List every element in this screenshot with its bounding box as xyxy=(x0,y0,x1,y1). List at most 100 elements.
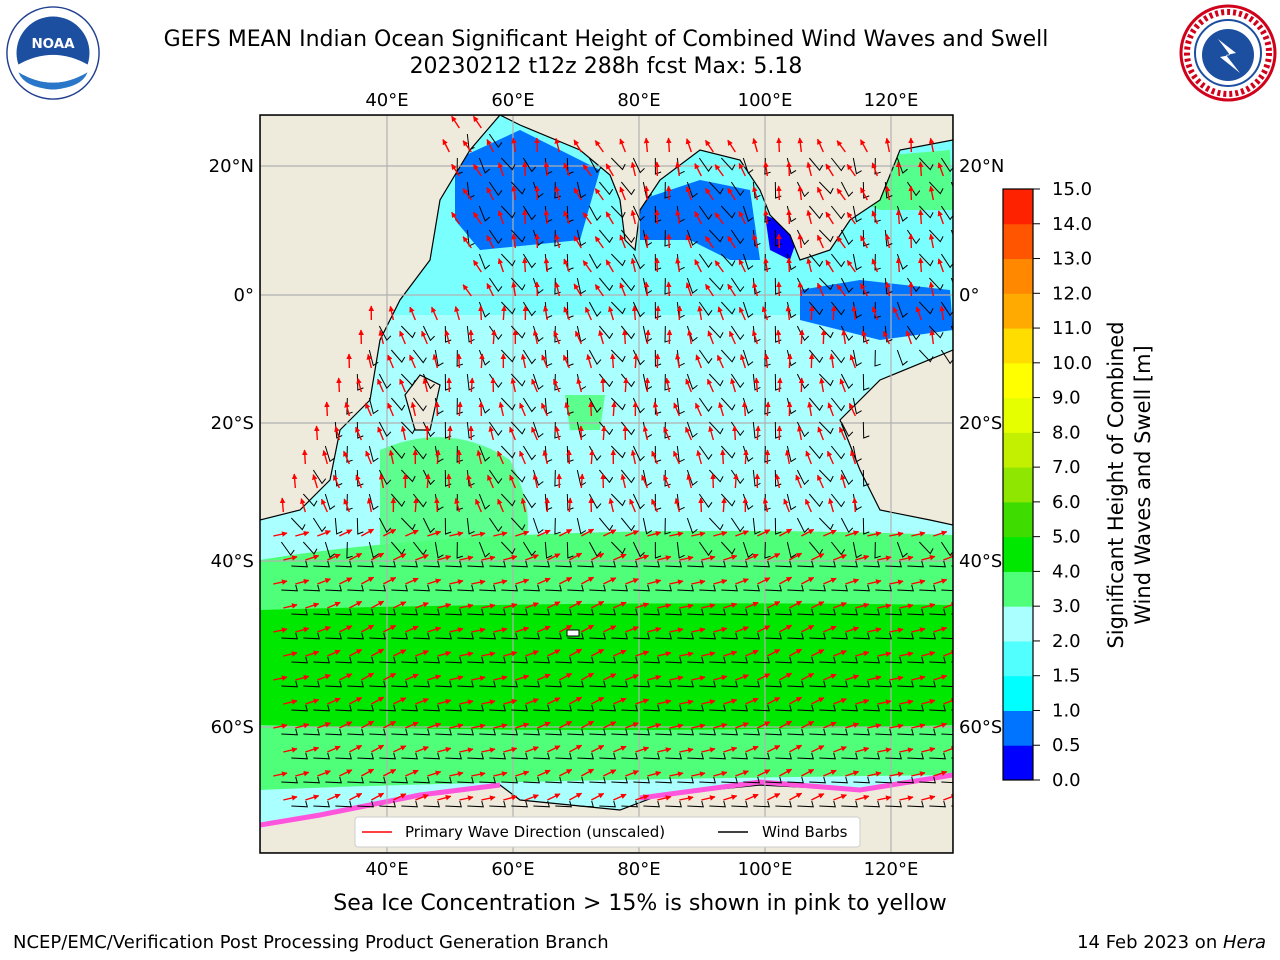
wave-direction-arrow xyxy=(493,675,508,681)
wind-barb xyxy=(391,680,408,688)
wave-direction-arrow xyxy=(776,137,782,153)
wave-direction-arrow xyxy=(339,625,353,633)
wave-direction-arrow xyxy=(370,696,385,705)
wave-direction-arrow xyxy=(889,675,904,681)
wind-barb xyxy=(621,656,638,664)
wave-direction-arrow xyxy=(522,257,528,273)
wave-direction-arrow xyxy=(580,576,595,585)
wave-direction-arrow xyxy=(488,425,495,441)
wave-direction-arrow xyxy=(816,282,824,297)
wind-barb xyxy=(610,205,626,219)
wave-direction-arrow xyxy=(806,257,813,273)
wave-direction-arrow xyxy=(360,768,375,777)
wind-barb xyxy=(511,704,528,712)
wind-barb xyxy=(742,301,754,319)
wave-direction-arrow xyxy=(943,794,953,801)
wind-barb xyxy=(467,704,484,712)
wave-direction-arrow xyxy=(871,306,878,321)
wave-direction-arrow xyxy=(475,498,482,513)
wave-direction-arrow xyxy=(825,259,834,273)
wave-direction-arrow xyxy=(472,115,482,129)
wave-direction-arrow xyxy=(635,650,650,657)
wave-direction-arrow xyxy=(498,401,505,417)
wind-barb xyxy=(522,397,536,413)
wave-direction-arrow xyxy=(360,576,375,585)
wave-direction-arrow xyxy=(799,329,805,345)
wave-direction-arrow xyxy=(449,771,464,777)
lat-label-right: 60°S xyxy=(959,717,1002,738)
wind-barb xyxy=(390,349,406,363)
wave-direction-arrow xyxy=(816,234,824,249)
wave-direction-arrow xyxy=(867,531,882,537)
wave-direction-arrow xyxy=(767,696,781,705)
wind-barb xyxy=(291,704,308,712)
wave-direction-arrow xyxy=(915,306,922,321)
wind-barb xyxy=(422,517,435,534)
wave-direction-arrow xyxy=(735,578,749,585)
wind-barb xyxy=(401,800,418,808)
wind-barb xyxy=(621,608,638,616)
colorbar-tick-label: 0.0 xyxy=(1052,770,1081,791)
wave-direction-arrow xyxy=(573,139,582,153)
wave-direction-arrow xyxy=(859,283,868,297)
wind-barb xyxy=(281,776,298,784)
wind-barb xyxy=(488,181,503,197)
wind-barb xyxy=(642,517,653,535)
wave-direction-arrow xyxy=(783,498,790,513)
wind-barb xyxy=(500,541,516,555)
wave-direction-arrow xyxy=(895,257,902,273)
wave-direction-arrow xyxy=(383,528,397,537)
wind-barb xyxy=(765,776,782,784)
wind-barb xyxy=(489,752,506,760)
wave-direction-arrow xyxy=(591,696,605,705)
wind-barb xyxy=(500,397,516,411)
wave-direction-arrow xyxy=(370,600,385,609)
wave-direction-arrow xyxy=(845,578,860,585)
wave-direction-arrow xyxy=(273,675,288,681)
wave-direction-arrow xyxy=(519,402,526,417)
wave-direction-arrow xyxy=(377,378,384,393)
wind-barb xyxy=(501,632,518,640)
wind-barb xyxy=(501,776,518,784)
wind-barb xyxy=(907,656,924,664)
wind-barb xyxy=(303,584,320,592)
wave-direction-arrow xyxy=(613,553,627,561)
wave-direction-arrow xyxy=(871,210,878,225)
wind-barb xyxy=(435,584,452,592)
wind-barb xyxy=(742,157,754,175)
wind-barb xyxy=(347,680,364,688)
wave-direction-arrow xyxy=(405,721,419,729)
wave-direction-arrow xyxy=(745,553,759,561)
wave-direction-arrow xyxy=(503,698,518,705)
wave-direction-arrow xyxy=(360,624,375,633)
wave-direction-arrow xyxy=(568,552,583,561)
wind-barb xyxy=(818,229,834,243)
wave-direction-arrow xyxy=(943,698,953,705)
wave-direction-arrow xyxy=(476,449,483,465)
wave-direction-arrow xyxy=(462,284,472,297)
wave-direction-arrow xyxy=(704,235,714,249)
wind-barb xyxy=(369,728,386,736)
wind-barb xyxy=(401,752,418,760)
wave-direction-arrow xyxy=(481,603,496,609)
wave-direction-arrow xyxy=(603,721,617,729)
wave-direction-arrow xyxy=(405,625,419,633)
wind-barb xyxy=(500,205,516,219)
wave-direction-arrow xyxy=(487,474,494,489)
wave-direction-arrow xyxy=(845,674,860,681)
wave-direction-arrow xyxy=(393,697,407,705)
wind-barb xyxy=(853,776,870,784)
wind-barb xyxy=(929,752,946,760)
wind-barb xyxy=(281,632,298,640)
wave-direction-arrow xyxy=(283,651,298,657)
wind-barb xyxy=(753,656,770,664)
wind-barb xyxy=(831,680,848,688)
wave-direction-arrow xyxy=(757,529,771,537)
wave-direction-arrow xyxy=(757,673,771,681)
wave-direction-arrow xyxy=(833,554,847,561)
wave-direction-arrow xyxy=(415,554,429,561)
wave-direction-arrow xyxy=(808,305,815,321)
wind-barb xyxy=(643,752,660,760)
wave-direction-arrow xyxy=(723,602,738,609)
wave-direction-arrow xyxy=(795,474,802,489)
